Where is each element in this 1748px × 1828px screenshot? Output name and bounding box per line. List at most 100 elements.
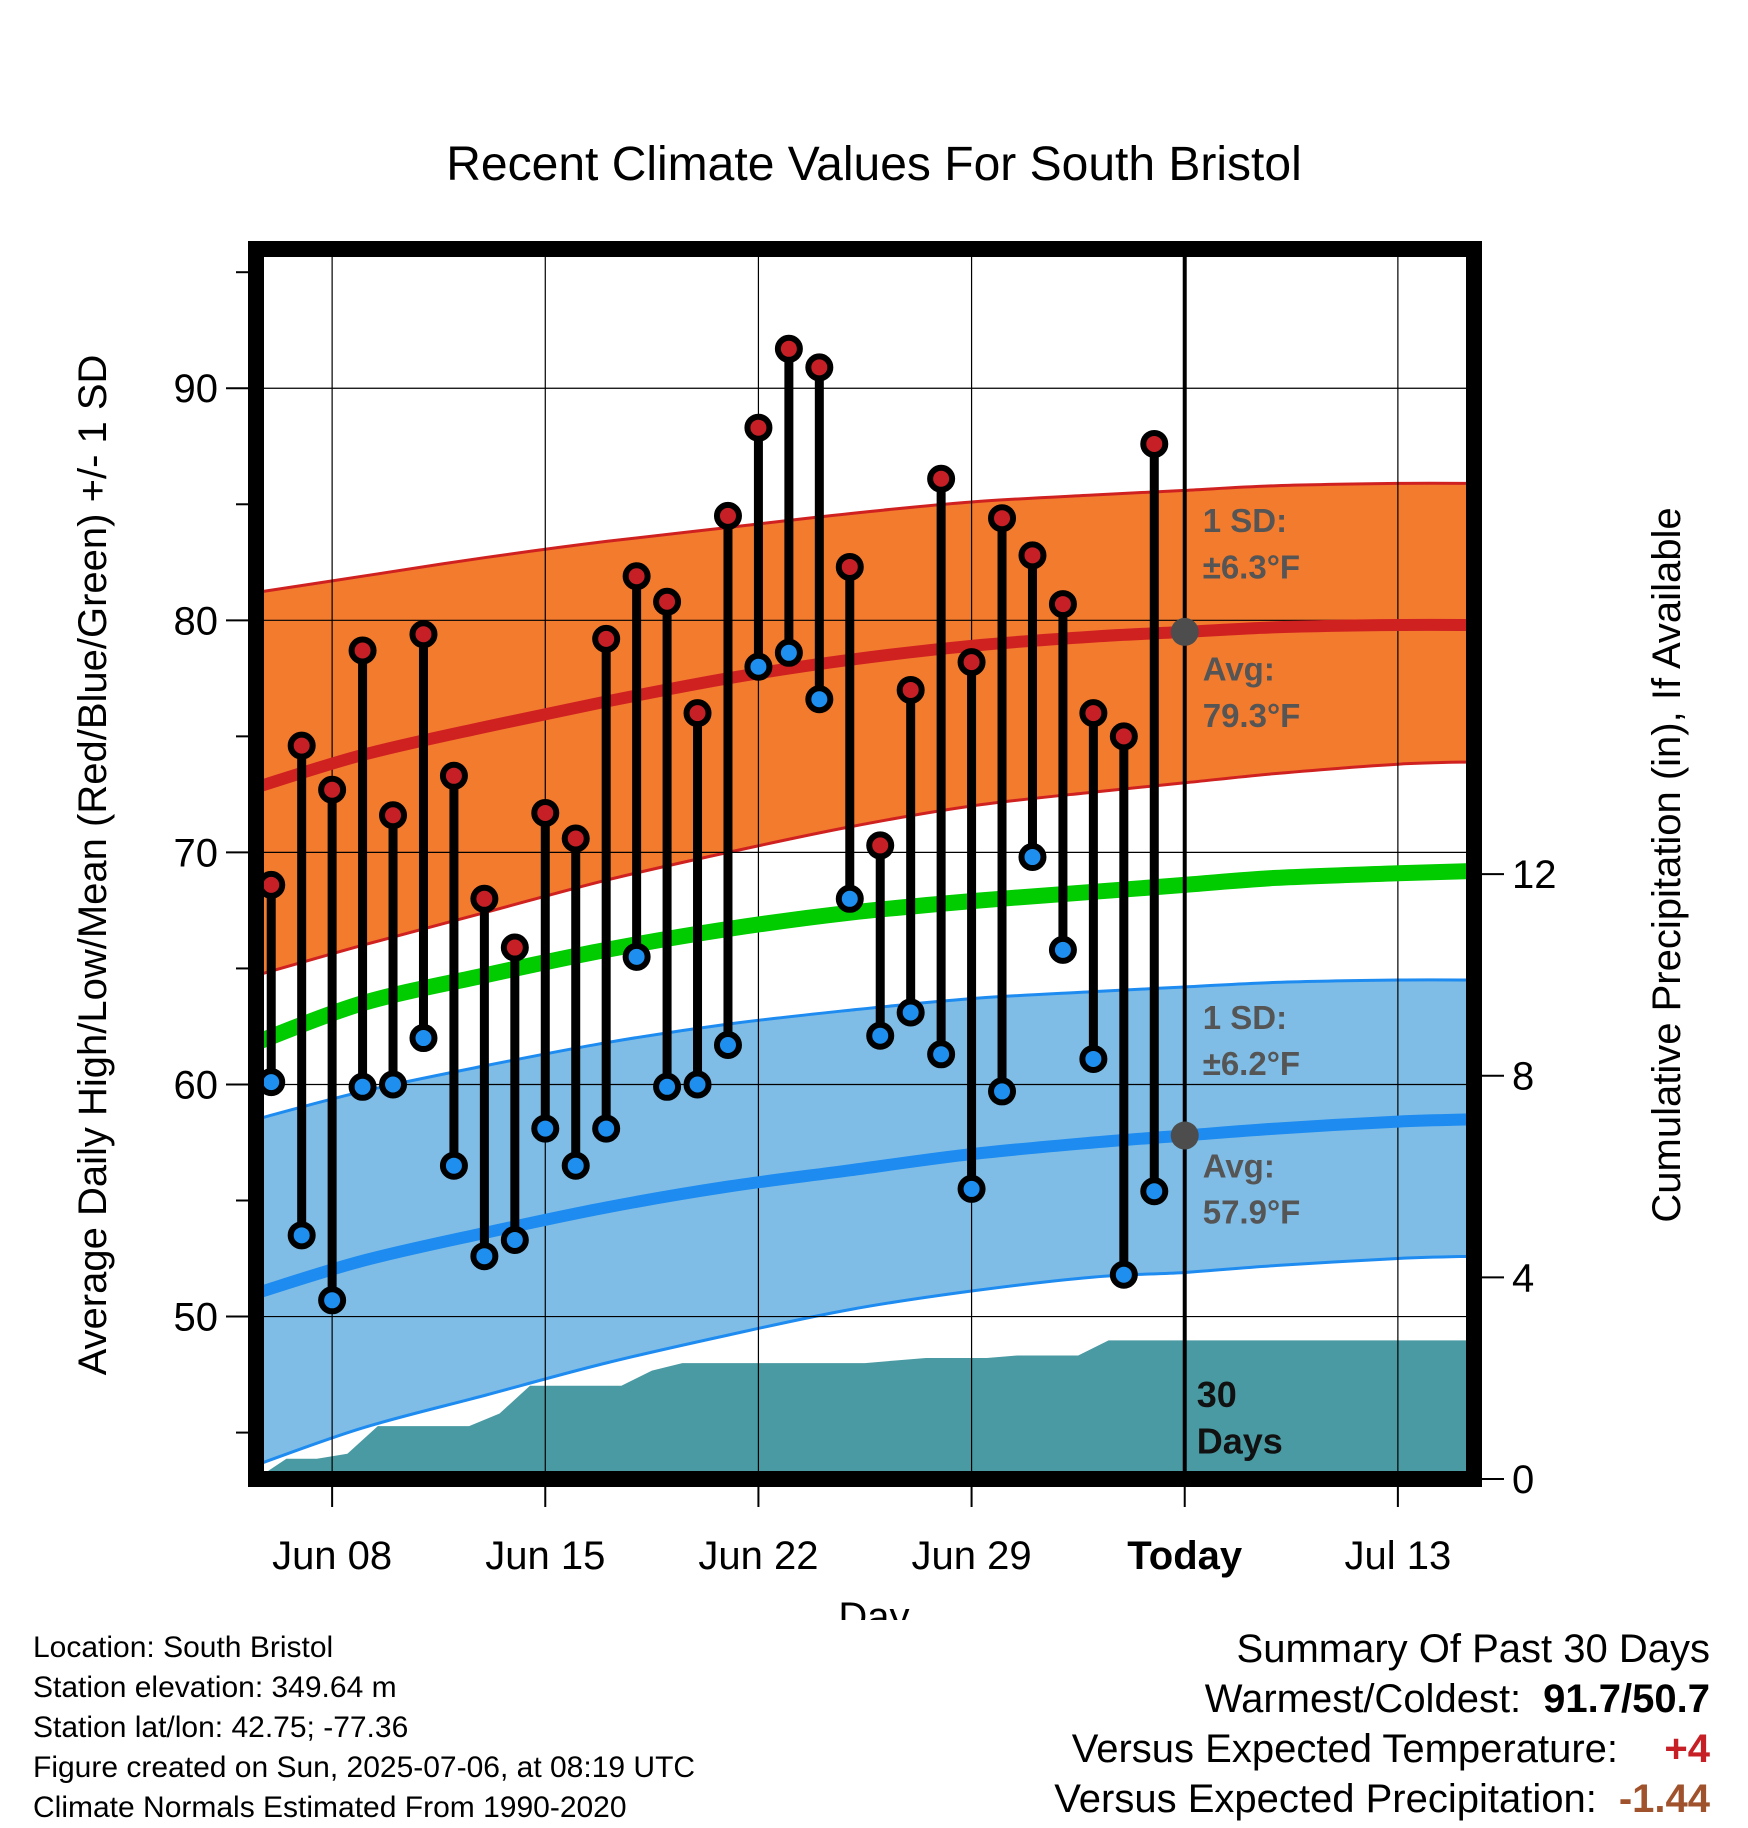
obs-high-point [683, 699, 712, 728]
obs-low-point [957, 1174, 986, 1203]
obs-high-point [561, 824, 590, 853]
observations [257, 334, 1199, 1315]
obs-low-point [1048, 935, 1077, 964]
obs-low-point [744, 652, 773, 681]
y2-axis-label: Cumulative Precipitation (in), If Availa… [1645, 507, 1689, 1222]
obs-high-point [409, 620, 438, 649]
obs-high-point [1109, 722, 1138, 751]
obs-high-point [988, 504, 1017, 533]
location-text: Location: South Bristol [33, 1631, 334, 1664]
high-sd-value: ±6.3°F [1203, 549, 1300, 586]
y-tick-label: 70 [174, 831, 219, 875]
obs-low-point [774, 638, 803, 667]
obs-low-point [348, 1072, 377, 1101]
obs-high-point [1079, 699, 1108, 728]
obs-high-point [653, 587, 682, 616]
plot-frame [248, 241, 1482, 1487]
temp-value: +4 [1664, 1727, 1710, 1771]
chart-title: Recent Climate Values For South Bristol [446, 138, 1301, 191]
today-high-avg-marker [1170, 617, 1199, 646]
axes: 50 60 70 80 90 0 4 8 12 Jun 08 Jun 15 Jun 22 Jun 29 T… [71, 241, 1689, 1620]
y2-tick-label: 12 [1512, 853, 1557, 897]
y-tick-label: 50 [174, 1296, 219, 1340]
high-lower-edge [255, 760, 1475, 977]
low-sd-band [256, 979, 1474, 1466]
obs-high-point [592, 624, 621, 653]
obs-high-point [287, 731, 316, 760]
low-avg-label: Avg: [1203, 1147, 1275, 1184]
low-lower-edge [255, 1254, 1475, 1467]
obs-low-point [653, 1072, 682, 1101]
summary-panel: Summary Of Past 30 Days Warmest/Coldest:… [1054, 1624, 1710, 1824]
obs-high-point [805, 353, 834, 382]
obs-high-point [439, 761, 468, 790]
obs-low-point [439, 1151, 468, 1180]
obs-high-point [835, 552, 864, 581]
precip-area-group [256, 1340, 1474, 1479]
obs-low-point [318, 1286, 347, 1315]
period-label: 30 [1197, 1374, 1237, 1415]
x-tick-label: Jul 13 [1345, 1534, 1452, 1578]
summary-warm-cold: Warmest/Coldest: 91.7/50.7 [1054, 1674, 1710, 1724]
obs-high-point [622, 562, 651, 591]
obs-high-point [927, 464, 956, 493]
obs-low-point [1109, 1260, 1138, 1289]
summary-title: Summary Of Past 30 Days [1236, 1627, 1710, 1671]
low-sd-value: ±6.2°F [1203, 1045, 1300, 1082]
obs-high-point [318, 775, 347, 804]
obs-high-point [1018, 541, 1047, 570]
annotations: 1 SD: ±6.3°F Avg: 79.3°F 1 SD: ±6.2°F Avg: 57.9… [1197, 502, 1301, 1461]
x-tick-label: Jun 15 [485, 1534, 605, 1578]
high-sd-label: 1 SD: [1203, 502, 1287, 539]
summary-precip: Versus Expected Precipitation: -1.44 [1054, 1774, 1710, 1824]
obs-low-point [713, 1031, 742, 1060]
obs-low-point [1140, 1177, 1169, 1206]
obs-high-point [713, 501, 742, 530]
obs-low-point [531, 1114, 560, 1143]
obs-low-point [592, 1114, 621, 1143]
obs-low-point [561, 1151, 590, 1180]
obs-low-point [805, 685, 834, 714]
low-avg-value: 57.9°F [1203, 1194, 1301, 1231]
obs-low-point [379, 1070, 408, 1099]
today-low-avg-marker [1170, 1121, 1199, 1150]
y-tick-label: 90 [174, 367, 219, 411]
low-sd-label: 1 SD: [1203, 999, 1287, 1036]
obs-high-point [500, 933, 529, 962]
precip-label: Versus Expected Precipitation: [1054, 1777, 1597, 1821]
low-avg-line [254, 1113, 1475, 1300]
high-upper-edge [255, 481, 1475, 594]
warm-cold-label: Warmest/Coldest: [1204, 1677, 1522, 1721]
obs-low-point [896, 998, 925, 1027]
y2-tick-label: 4 [1512, 1256, 1534, 1300]
obs-high-point [866, 831, 895, 860]
precip-value: -1.44 [1618, 1777, 1710, 1821]
normals-note: Climate Normals Estimated From 1990-2020 [33, 1791, 627, 1824]
period-days-label: Days [1197, 1420, 1283, 1461]
obs-low-point [1079, 1044, 1108, 1073]
obs-high-point [470, 884, 499, 913]
obs-low-point [500, 1225, 529, 1254]
obs-low-point [287, 1221, 316, 1250]
obs-low-point [409, 1024, 438, 1053]
obs-high-point [531, 798, 560, 827]
high-avg-value: 79.3°F [1203, 697, 1301, 734]
elevation-text: Station elevation: 349.64 m [33, 1671, 397, 1704]
high-avg-label: Avg: [1203, 651, 1275, 688]
obs-high-point [957, 648, 986, 677]
obs-high-point [744, 413, 773, 442]
created-text: Figure created on Sun, 2025-07-06, at 08… [33, 1751, 696, 1784]
warm-cold-value: 91.7/50.7 [1543, 1677, 1710, 1721]
obs-high-point [379, 801, 408, 830]
obs-high-point [774, 334, 803, 363]
latlon-text: Station lat/lon: 42.75; -77.36 [33, 1711, 409, 1744]
y-tick-label: 80 [174, 599, 219, 643]
x-axis-label: Day [838, 1595, 909, 1620]
y-axis-label: Average Daily High/Low/Mean (Red/Blue/Gr… [71, 355, 115, 1376]
obs-low-point [470, 1242, 499, 1271]
station-info: Location: South Bristol Station elevatio… [33, 1628, 695, 1828]
temp-label: Versus Expected Temperature: [1071, 1727, 1618, 1771]
obs-low-point [927, 1040, 956, 1069]
x-tick-label: Today [1127, 1534, 1243, 1578]
obs-low-point [988, 1077, 1017, 1106]
